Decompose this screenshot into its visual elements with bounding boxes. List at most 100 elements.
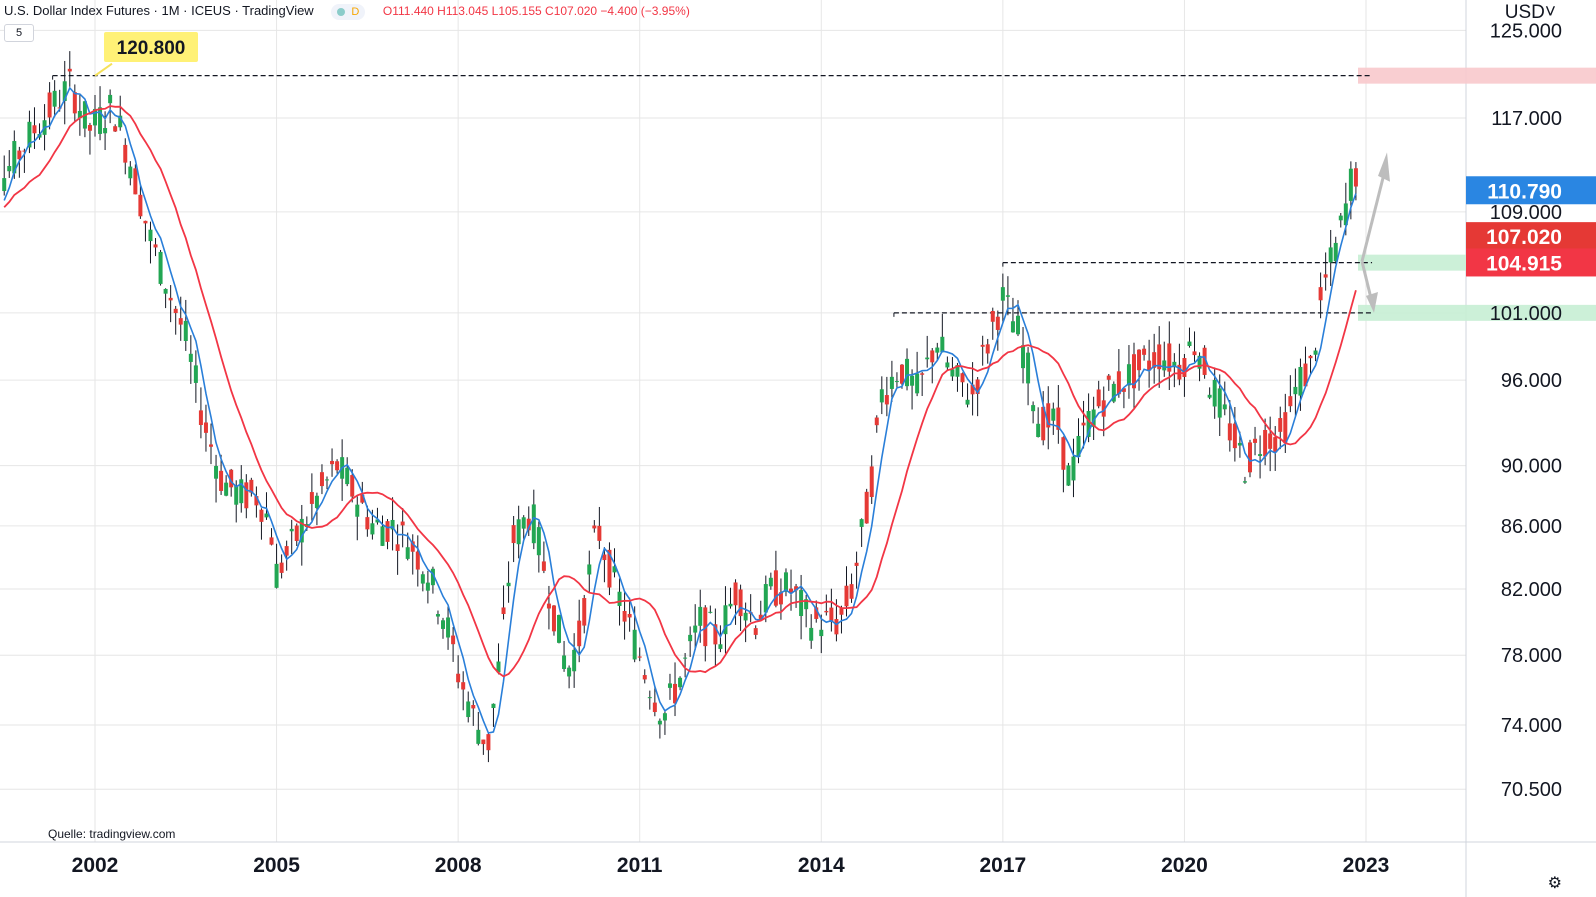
collapse-indicators-button[interactable]: 5 bbox=[4, 24, 34, 42]
candle-body bbox=[229, 469, 234, 488]
candle-body bbox=[1328, 247, 1333, 263]
candle-body bbox=[1308, 355, 1313, 359]
candle-body bbox=[1343, 203, 1348, 226]
candle-body bbox=[1242, 481, 1247, 483]
candle-body bbox=[799, 590, 804, 617]
candle-body bbox=[965, 399, 970, 405]
candle-body bbox=[657, 720, 662, 725]
horizontal-levels bbox=[52, 75, 1373, 317]
candle-body bbox=[209, 444, 214, 447]
time-axis[interactable]: 2002 2005 2008 2011 2014 2017 2020 2023 bbox=[72, 854, 1390, 877]
candle-body bbox=[1147, 360, 1152, 371]
candle-body bbox=[587, 564, 592, 575]
candle-body bbox=[299, 518, 304, 543]
candle-body bbox=[486, 734, 491, 751]
candle-body bbox=[1247, 442, 1252, 473]
x-tick-label: 2008 bbox=[435, 854, 482, 877]
badge-label: D bbox=[351, 6, 360, 18]
candle-body bbox=[1268, 433, 1273, 449]
candle-body bbox=[441, 620, 446, 629]
candle-body bbox=[597, 525, 602, 541]
candle-body bbox=[1217, 388, 1222, 418]
candle-body bbox=[395, 544, 400, 551]
candle-body bbox=[950, 369, 955, 377]
candle-body bbox=[461, 682, 466, 690]
symbol-legend[interactable]: U.S. Dollar Index Futures · 1M · ICEUS ·… bbox=[4, 3, 690, 20]
source-caption: Quelle: tradingview.com bbox=[48, 827, 176, 841]
candle-body bbox=[541, 561, 546, 571]
candle-body bbox=[884, 395, 889, 405]
candle-body bbox=[1031, 405, 1036, 412]
candle-body bbox=[1137, 349, 1142, 371]
candle-body bbox=[1086, 410, 1091, 437]
candle-body bbox=[451, 635, 456, 645]
candle-body bbox=[612, 566, 617, 573]
candle-body bbox=[214, 465, 219, 479]
candle-body bbox=[425, 582, 430, 591]
candle-body bbox=[173, 308, 178, 314]
candle-body bbox=[254, 496, 259, 506]
price-axis[interactable]: 125.000 117.000 109.000 101.000 96.000 90.000… bbox=[1466, 20, 1596, 801]
candle-body bbox=[350, 475, 355, 497]
candle-body bbox=[652, 702, 657, 713]
candle-body bbox=[753, 628, 758, 635]
y-tick-label: 74.000 bbox=[1501, 715, 1562, 737]
candle-body bbox=[108, 94, 113, 104]
candle-body bbox=[723, 605, 728, 635]
candle-body bbox=[1192, 351, 1197, 356]
candle-body bbox=[678, 677, 683, 688]
candle-body bbox=[1152, 352, 1157, 368]
candle-body bbox=[546, 603, 551, 609]
arrow-up-icon bbox=[1378, 152, 1390, 182]
candle-body bbox=[446, 617, 451, 638]
candle-body bbox=[118, 115, 123, 128]
candle-body bbox=[1197, 355, 1202, 369]
x-tick-label: 2005 bbox=[253, 854, 300, 877]
candle-body bbox=[279, 562, 284, 573]
candle-body bbox=[1258, 454, 1263, 457]
candle-body bbox=[466, 701, 471, 718]
candle-body bbox=[153, 244, 158, 248]
candle-body bbox=[1283, 412, 1288, 444]
candle-body bbox=[1293, 386, 1298, 395]
candle-body bbox=[728, 603, 733, 607]
candle-body bbox=[198, 410, 203, 426]
candle-body bbox=[98, 107, 103, 134]
y-tick-label: 96.000 bbox=[1501, 370, 1562, 392]
candle-body bbox=[1116, 371, 1121, 395]
candle-body bbox=[410, 541, 415, 552]
candle-body bbox=[1273, 437, 1278, 453]
candle-body bbox=[481, 739, 486, 745]
candle-body bbox=[1071, 456, 1076, 481]
candle-body bbox=[471, 704, 476, 709]
candle-body bbox=[309, 492, 314, 504]
candle-body bbox=[420, 574, 425, 584]
candle-body bbox=[1046, 403, 1051, 428]
arrow-up-line bbox=[1360, 169, 1387, 262]
candle-body bbox=[854, 562, 859, 566]
x-tick-label: 2023 bbox=[1343, 854, 1390, 877]
candle-body bbox=[435, 614, 440, 617]
candle-body bbox=[789, 588, 794, 593]
price-label-bg bbox=[1466, 222, 1596, 251]
market-status-badge[interactable]: D bbox=[331, 4, 366, 20]
candle-body bbox=[1348, 168, 1353, 201]
y-tick-label: 82.000 bbox=[1501, 579, 1562, 601]
candle-body bbox=[138, 194, 143, 217]
candle-body bbox=[990, 310, 995, 322]
gear-icon[interactable]: ⚙ bbox=[1547, 875, 1562, 892]
currency-selector[interactable]: USD˅ bbox=[1504, 2, 1556, 23]
candle-body bbox=[325, 479, 330, 481]
x-tick-label: 2014 bbox=[798, 854, 845, 877]
candle-body bbox=[819, 629, 824, 637]
candle-body bbox=[1177, 364, 1182, 380]
symbol-title[interactable]: U.S. Dollar Index Futures · 1M · ICEUS ·… bbox=[4, 3, 314, 18]
projection-arrows bbox=[1360, 152, 1390, 313]
candle-body bbox=[910, 375, 915, 386]
high-annotation: 120.800 bbox=[94, 32, 198, 77]
price-label: 107.020 bbox=[1486, 226, 1562, 249]
candle-body bbox=[970, 384, 975, 395]
candle-body bbox=[536, 527, 541, 556]
level-zone-green bbox=[1358, 254, 1466, 271]
